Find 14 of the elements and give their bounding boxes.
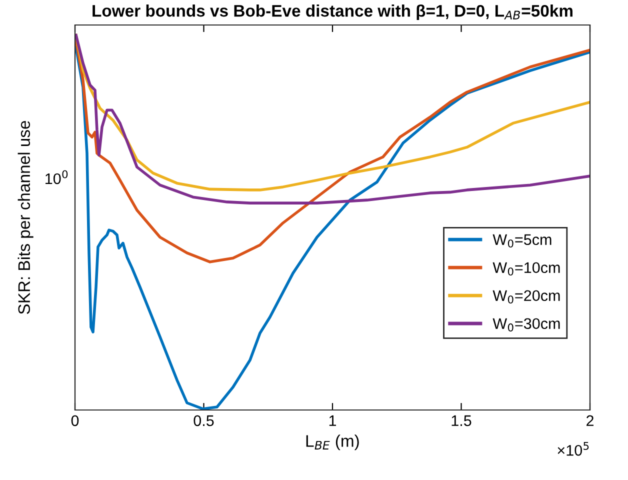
text: 10$^{0}$ — [46, 170, 68, 184]
x-axis-title: L$_{BE}$ (m) — [306, 434, 359, 450]
chart-title: Lower bounds vs Bob-Eve distance with β=1, D=0, L$_{AB}$=50km — [92, 4, 572, 20]
x-tick-label: 0 — [71, 415, 79, 426]
legend-label: W$_{0}$=30cm — [492, 318, 560, 332]
legend-label: W$_{0}$=5cm — [492, 234, 552, 248]
x-tick-label: 1 — [329, 415, 336, 426]
text: ×10$^{5}$ — [558, 442, 589, 456]
legend-label: W$_{0}$=10cm — [492, 262, 560, 276]
x-tick-label: 1.5 — [452, 415, 472, 426]
x-tick-label: 2 — [586, 415, 594, 426]
legend-label: W$_{0}$=20cm — [492, 290, 560, 304]
x-tick-label: 0.5 — [194, 415, 214, 426]
y-axis-title: SKR: Bits per channel use — [18, 120, 34, 314]
